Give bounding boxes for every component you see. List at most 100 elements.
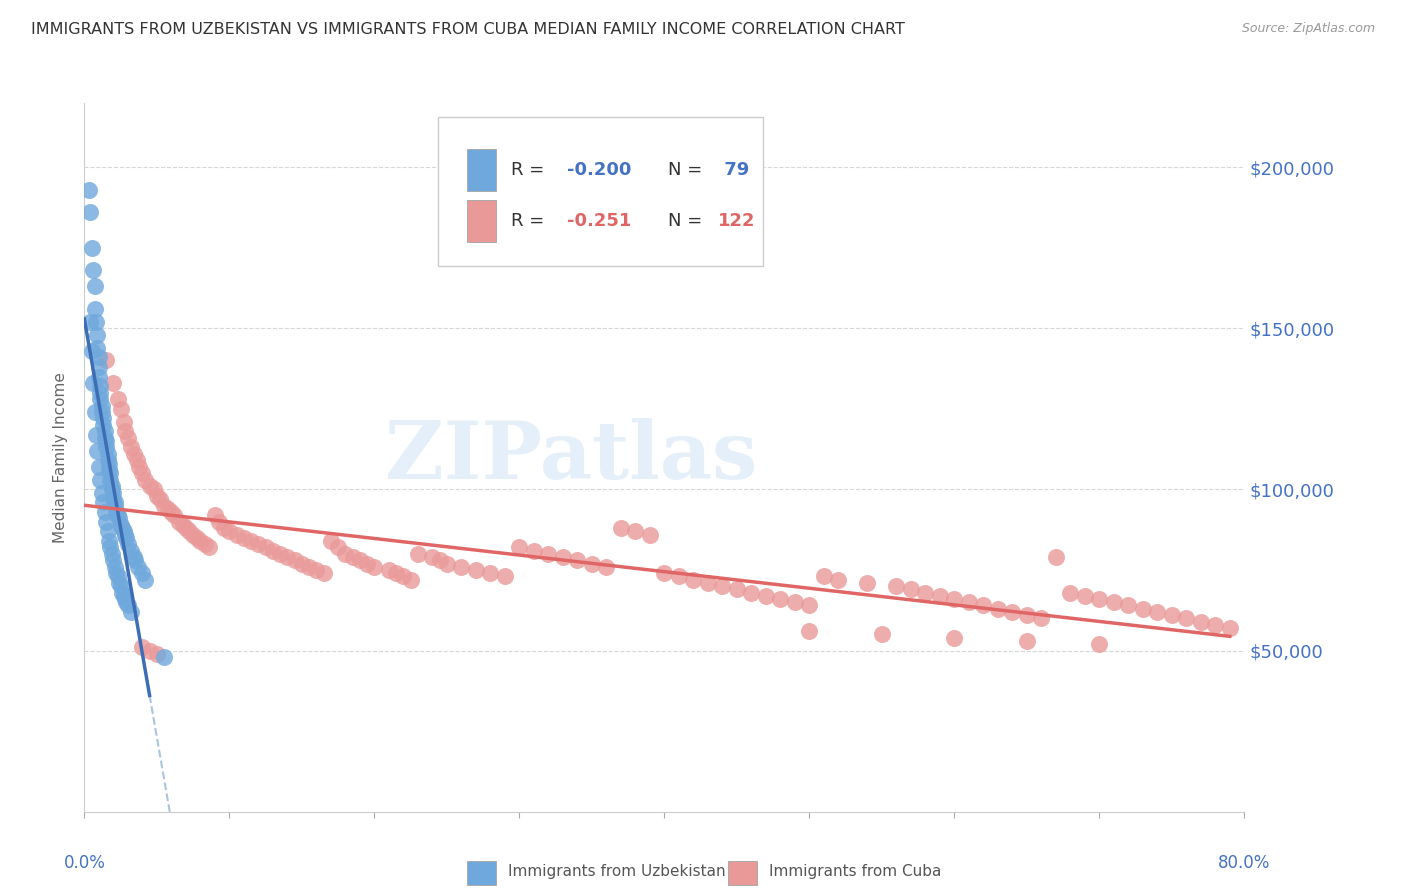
Point — [312, 566, 335, 581]
Point — [886, 579, 908, 593]
Point — [174, 521, 197, 535]
Point — [112, 524, 135, 539]
Point — [110, 517, 132, 532]
Point — [581, 557, 603, 571]
Point — [1074, 589, 1097, 603]
Point — [378, 563, 401, 577]
Point — [90, 405, 112, 419]
Point — [93, 425, 115, 439]
Point — [80, 241, 103, 255]
Point — [769, 592, 792, 607]
Point — [83, 301, 105, 316]
Point — [291, 557, 314, 571]
Point — [107, 508, 129, 523]
Point — [429, 553, 451, 567]
Point — [212, 521, 235, 535]
Point — [108, 511, 131, 525]
Point — [103, 553, 125, 567]
Point — [232, 531, 254, 545]
Point — [131, 640, 153, 655]
Point — [91, 411, 114, 425]
FancyBboxPatch shape — [467, 861, 496, 885]
Point — [87, 350, 110, 364]
Point — [160, 505, 183, 519]
Point — [799, 624, 821, 639]
Point — [124, 553, 146, 567]
Point — [86, 341, 108, 355]
Point — [813, 569, 835, 583]
Point — [108, 575, 131, 590]
Point — [82, 263, 104, 277]
Point — [349, 553, 371, 567]
Point — [652, 566, 676, 581]
Point — [89, 473, 111, 487]
Point — [1015, 633, 1038, 648]
Point — [138, 479, 160, 493]
Point — [100, 467, 122, 481]
Text: 80.0%: 80.0% — [1218, 855, 1271, 872]
Point — [104, 499, 127, 513]
Text: R =: R = — [512, 161, 550, 179]
Y-axis label: Median Family Income: Median Family Income — [53, 372, 69, 542]
Point — [972, 599, 994, 613]
Point — [450, 559, 472, 574]
Point — [1189, 615, 1212, 629]
Point — [153, 650, 176, 665]
Point — [101, 547, 124, 561]
Point — [682, 573, 704, 587]
Point — [86, 327, 108, 342]
Point — [1219, 621, 1241, 635]
Point — [406, 547, 429, 561]
Point — [115, 595, 138, 609]
Point — [464, 563, 486, 577]
Point — [90, 399, 112, 413]
Point — [93, 431, 115, 445]
Point — [111, 585, 134, 599]
Point — [117, 537, 139, 551]
Point — [96, 447, 118, 461]
Point — [83, 279, 105, 293]
Point — [799, 599, 821, 613]
Point — [120, 605, 142, 619]
FancyBboxPatch shape — [439, 117, 763, 266]
Point — [240, 533, 263, 548]
Point — [122, 447, 145, 461]
Point — [1088, 592, 1111, 607]
Text: 0.0%: 0.0% — [63, 855, 105, 872]
Point — [1160, 608, 1182, 623]
Point — [1116, 599, 1139, 613]
Point — [172, 517, 194, 532]
Point — [82, 376, 104, 390]
Point — [696, 575, 718, 590]
Point — [1059, 585, 1081, 599]
Point — [1088, 637, 1111, 651]
Point — [928, 589, 950, 603]
Point — [114, 527, 136, 541]
Point — [740, 585, 762, 599]
Point — [943, 631, 966, 645]
Point — [711, 579, 734, 593]
Point — [987, 601, 1010, 615]
Point — [188, 533, 212, 548]
Point — [194, 537, 217, 551]
Text: 79: 79 — [717, 161, 749, 179]
Point — [385, 566, 408, 581]
Point — [104, 495, 127, 509]
Point — [122, 550, 145, 565]
Point — [508, 541, 530, 555]
Text: Source: ZipAtlas.com: Source: ZipAtlas.com — [1241, 22, 1375, 36]
Point — [1175, 611, 1198, 625]
Point — [134, 573, 156, 587]
Point — [284, 553, 307, 567]
Point — [298, 559, 321, 574]
Point — [100, 541, 122, 555]
Point — [479, 566, 502, 581]
Point — [103, 491, 125, 506]
Point — [610, 521, 633, 535]
Point — [91, 417, 114, 432]
Point — [96, 453, 118, 467]
Point — [335, 547, 357, 561]
Point — [104, 559, 127, 574]
Point — [143, 483, 166, 497]
FancyBboxPatch shape — [728, 861, 758, 885]
